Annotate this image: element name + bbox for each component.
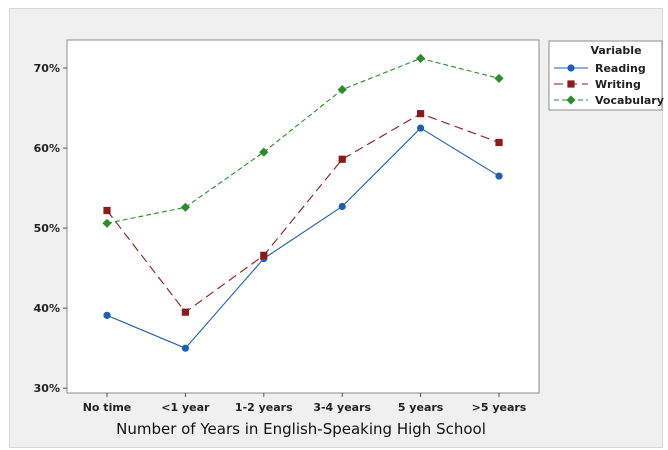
reading-point <box>103 311 111 319</box>
writing-point <box>103 206 111 215</box>
x-tick-label: 5 years <box>398 401 444 414</box>
legend-label-writing: Writing <box>595 78 641 91</box>
legend: Variable Reading Writing Vocabulary <box>548 40 664 111</box>
vocabulary-point <box>259 147 269 157</box>
legend-marker-reading <box>567 64 575 72</box>
y-axis: 30% 40% 50% 60% 70% <box>34 62 67 395</box>
vocabulary-point <box>416 53 426 64</box>
legend-marker-writing <box>567 80 575 88</box>
vocabulary-point <box>180 202 190 212</box>
y-tick-label: 30% <box>34 382 60 395</box>
reading-point <box>181 344 189 352</box>
vocabulary-series-line <box>106 57 500 224</box>
writing-point <box>417 110 425 118</box>
writing-point <box>495 138 503 147</box>
legend-box <box>548 40 663 111</box>
x-tick-label: <1 year <box>161 401 210 414</box>
legend-marker-vocabulary <box>566 95 576 105</box>
legend-title: Variable <box>590 44 641 57</box>
reading-point <box>417 124 425 132</box>
series-lines <box>106 57 500 349</box>
plot-area <box>66 39 540 394</box>
x-tick-label: >5 years <box>472 401 527 414</box>
vocabulary-point <box>494 73 504 84</box>
x-tick-label: 3-4 years <box>313 401 371 414</box>
x-axis: No time <1 year 1-2 years 3-4 years 5 years >… <box>83 393 527 414</box>
vocabulary-point <box>102 218 112 228</box>
legend-label-vocabulary: Vocabulary <box>595 94 664 107</box>
x-axis-title: Number of Years in English-Speaking High… <box>116 420 486 438</box>
legend-label-reading: Reading <box>595 62 646 75</box>
x-tick-label: 1-2 years <box>235 401 293 414</box>
reading-series-line <box>106 127 500 349</box>
reading-point <box>495 172 503 180</box>
vocabulary-point <box>337 85 347 95</box>
y-tick-label: 40% <box>34 302 60 315</box>
writing-series-line <box>106 113 500 313</box>
writing-point <box>181 308 189 316</box>
y-tick-label: 70% <box>34 62 60 75</box>
y-tick-label: 60% <box>34 142 60 155</box>
y-tick-label: 50% <box>34 222 60 235</box>
series-markers <box>102 53 504 352</box>
writing-point <box>338 155 346 163</box>
writing-point <box>260 251 268 259</box>
reading-point <box>338 202 346 211</box>
x-tick-label: No time <box>83 401 132 414</box>
